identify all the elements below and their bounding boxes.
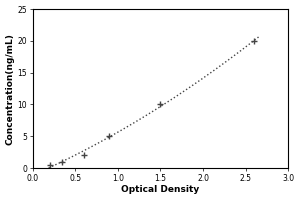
X-axis label: Optical Density: Optical Density (121, 185, 200, 194)
Y-axis label: Concentration(ng/mL): Concentration(ng/mL) (6, 33, 15, 145)
